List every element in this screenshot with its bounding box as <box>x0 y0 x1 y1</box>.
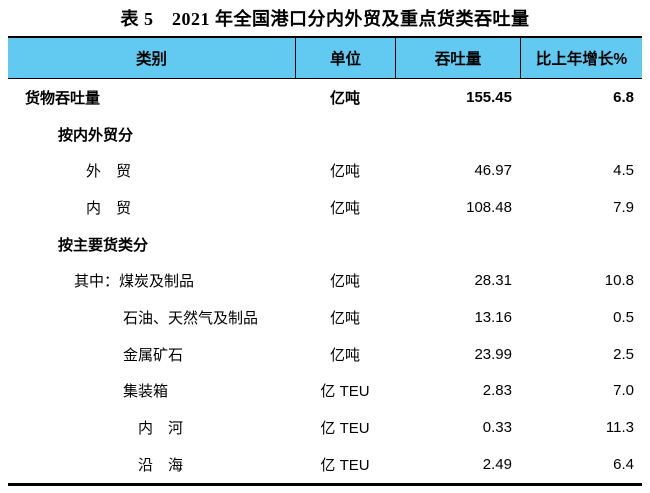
row-category: 货物吞吐量 <box>25 89 101 107</box>
row-growth: 2.5 <box>613 345 634 363</box>
header-throughput: 吞吐量 <box>395 38 520 78</box>
table-row: 沿 海 亿 TEU 2.49 6.4 <box>8 446 642 483</box>
row-category: 按主要货类分 <box>58 236 149 254</box>
row-throughput: 108.48 <box>466 198 512 216</box>
row-growth: 4.5 <box>613 162 634 180</box>
row-unit: 亿吨 <box>329 199 360 217</box>
header-unit: 单位 <box>295 38 395 78</box>
row-unit: 亿吨 <box>329 89 360 107</box>
table-row: 内 河 亿 TEU 0.33 11.3 <box>8 409 642 446</box>
row-unit: 亿 TEU <box>320 383 370 401</box>
table-row: 按内外贸分 <box>8 116 642 153</box>
row-throughput: 155.45 <box>466 88 512 106</box>
row-category: 内 河 <box>138 420 184 438</box>
row-throughput: 2.49 <box>482 455 512 473</box>
row-growth: 6.8 <box>613 88 634 106</box>
row-unit: 亿吨 <box>329 273 360 291</box>
table-row: 集装箱 亿 TEU 2.83 7.0 <box>8 373 642 410</box>
row-unit: 亿吨 <box>329 163 360 181</box>
throughput-table: 类别 单位 吞吐量 比上年增长% 货物吞吐量 亿吨 155.45 6.8 按内外… <box>8 36 642 486</box>
row-throughput: 13.16 <box>474 308 512 326</box>
table-row: 按主要货类分 <box>8 226 642 263</box>
row-growth: 11.3 <box>605 419 634 437</box>
table-row: 外 贸 亿吨 46.97 4.5 <box>8 152 642 189</box>
row-category: 按内外贸分 <box>58 126 134 144</box>
row-growth: 0.5 <box>613 308 634 326</box>
table-row: 石油、天然气及制品 亿吨 13.16 0.5 <box>8 299 642 336</box>
row-throughput: 23.99 <box>474 345 512 363</box>
row-growth: 6.4 <box>613 455 634 473</box>
row-category: 内 贸 <box>86 199 132 217</box>
row-category: 外 贸 <box>86 163 132 181</box>
row-throughput: 0.33 <box>482 419 512 437</box>
row-category: 金属矿石 <box>123 346 184 364</box>
header-category: 类别 <box>135 51 167 68</box>
table-title: 表 5 2021 年全国港口分内外贸及重点货类吞吐量 <box>120 9 530 29</box>
table-row: 内 贸 亿吨 108.48 7.9 <box>8 189 642 226</box>
row-unit: 亿吨 <box>329 309 360 327</box>
row-category: 其中：煤炭及制品 <box>74 273 195 291</box>
row-throughput: 46.97 <box>474 162 512 180</box>
table-body: 货物吞吐量 亿吨 155.45 6.8 按内外贸分 外 贸 亿吨 46.97 4… <box>8 79 642 483</box>
row-throughput: 28.31 <box>474 272 512 290</box>
table-header-row: 类别 单位 吞吐量 比上年增长% <box>8 38 642 79</box>
row-unit: 亿 TEU <box>320 420 370 438</box>
row-growth: 10.8 <box>604 272 634 290</box>
row-unit: 亿 TEU <box>320 456 370 474</box>
table-row: 货物吞吐量 亿吨 155.45 6.8 <box>8 79 642 116</box>
header-growth: 比上年增长% <box>520 38 642 78</box>
row-category: 集装箱 <box>123 383 169 401</box>
row-growth: 7.0 <box>613 382 634 400</box>
row-throughput: 2.83 <box>482 382 512 400</box>
row-category: 石油、天然气及制品 <box>123 309 259 327</box>
row-unit: 亿吨 <box>329 346 360 364</box>
row-growth: 7.9 <box>613 198 634 216</box>
row-category: 沿 海 <box>138 456 184 474</box>
table-row: 金属矿石 亿吨 23.99 2.5 <box>8 336 642 373</box>
table-row: 其中：煤炭及制品 亿吨 28.31 10.8 <box>8 262 642 299</box>
